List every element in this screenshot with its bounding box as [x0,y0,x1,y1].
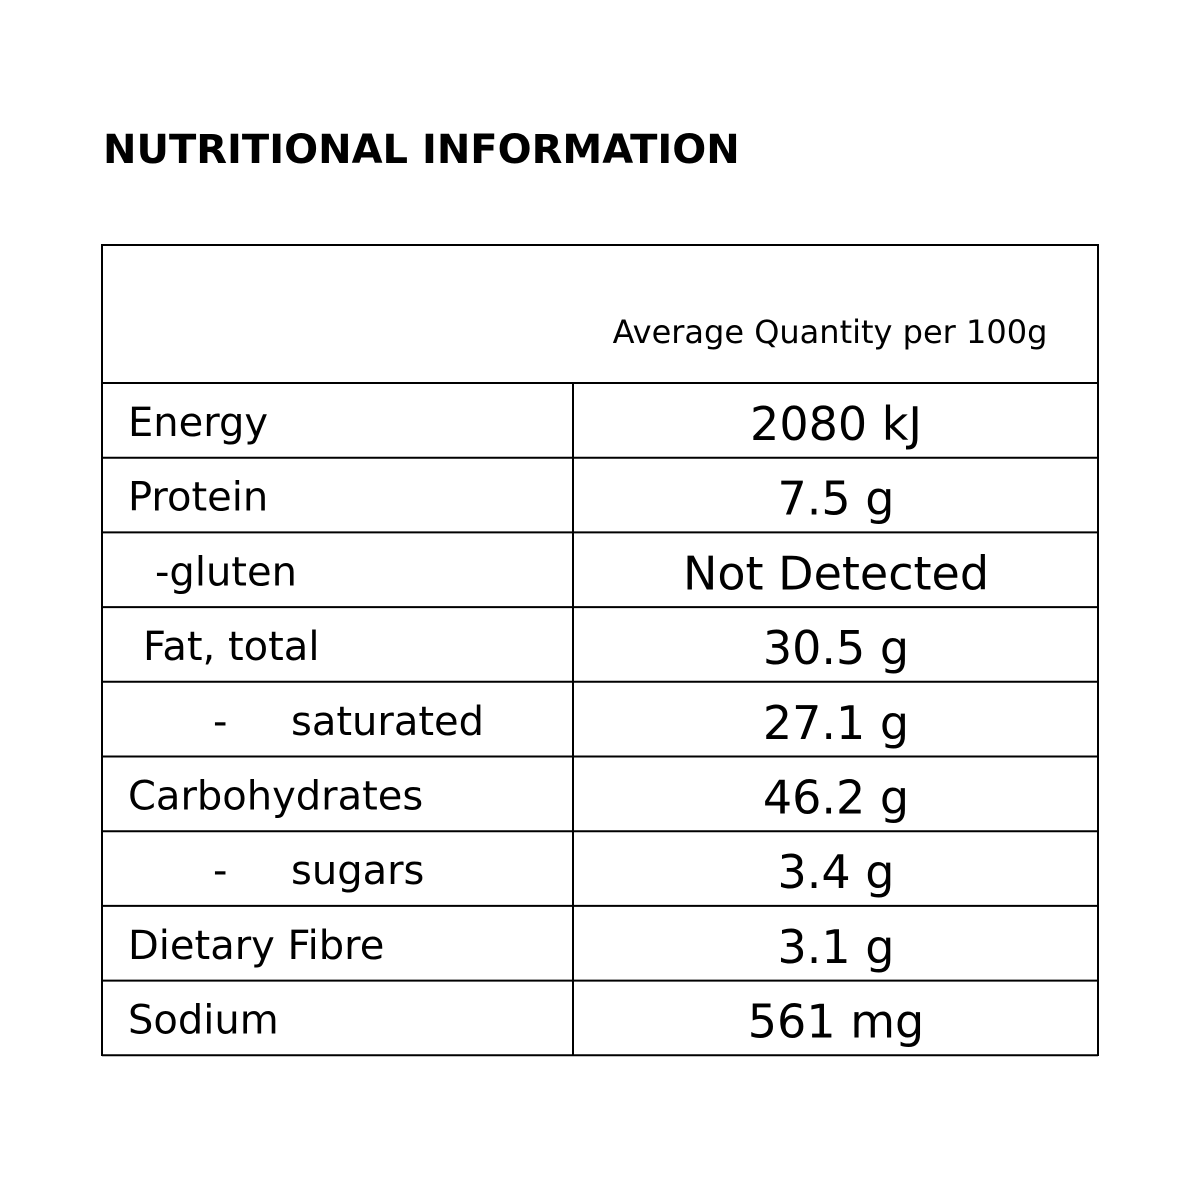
row-label: Sodium [128,998,279,1044]
row-value: Not Detected [683,546,989,600]
row-value: 7.5 g [778,472,895,526]
row-label: Energy [128,400,268,446]
row-value: 3.4 g [778,845,895,899]
row-label: saturated [291,699,484,745]
column-header: Average Quantity per 100g [613,313,1048,351]
row-value: 46.2 g [763,771,909,825]
row-prefix: - [213,699,227,745]
row-label: sugars [291,848,424,894]
row-label: Carbohydrates [128,774,423,820]
row-value: 3.1 g [778,920,895,974]
row-label: Protein [128,475,268,521]
row-value: 561 mg [748,995,924,1049]
title: NUTRITIONAL INFORMATION [103,127,740,173]
row-value: 27.1 g [763,696,909,750]
row-prefix: - [213,848,227,894]
row-value: 30.5 g [763,621,909,675]
row-label: Dietary Fibre [128,923,384,969]
row-label: Fat, total [143,624,319,670]
row-value: 2080 kJ [750,397,922,451]
row-label: -gluten [155,549,297,595]
